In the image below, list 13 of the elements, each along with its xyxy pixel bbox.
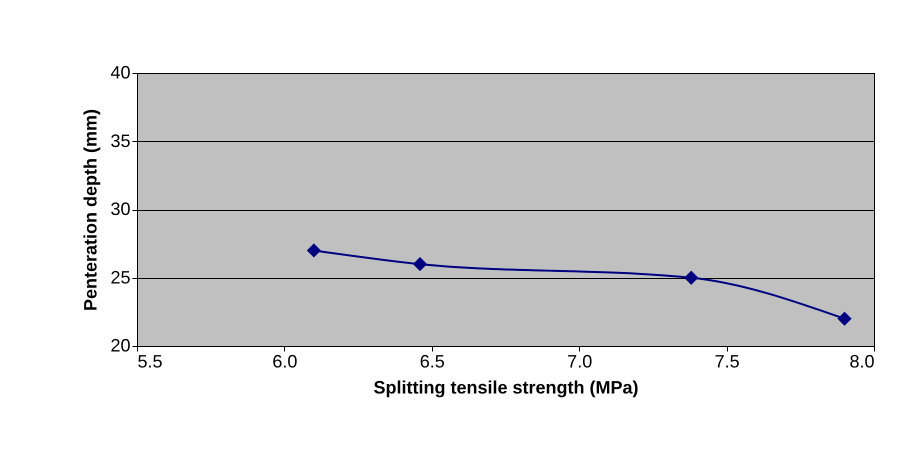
y-tick-label: 20 [110,336,130,356]
y-tick-label: 40 [110,62,130,82]
y-axis-title: Penteration depth (mm) [80,108,100,312]
x-tick-label: 6.5 [420,352,445,372]
x-tick-label: 7.0 [567,352,592,372]
x-tick-label: 8.0 [849,352,874,372]
y-tick-label: 30 [110,199,130,219]
y-tick-label: 25 [110,267,130,288]
x-tick-label: 6.0 [272,352,298,372]
y-tick-label: 35 [110,130,130,151]
x-tick-label: 5.5 [138,352,163,372]
x-axis-title: Splitting tensile strength (MPa) [373,378,639,398]
x-tick-label: 7.5 [714,352,740,372]
